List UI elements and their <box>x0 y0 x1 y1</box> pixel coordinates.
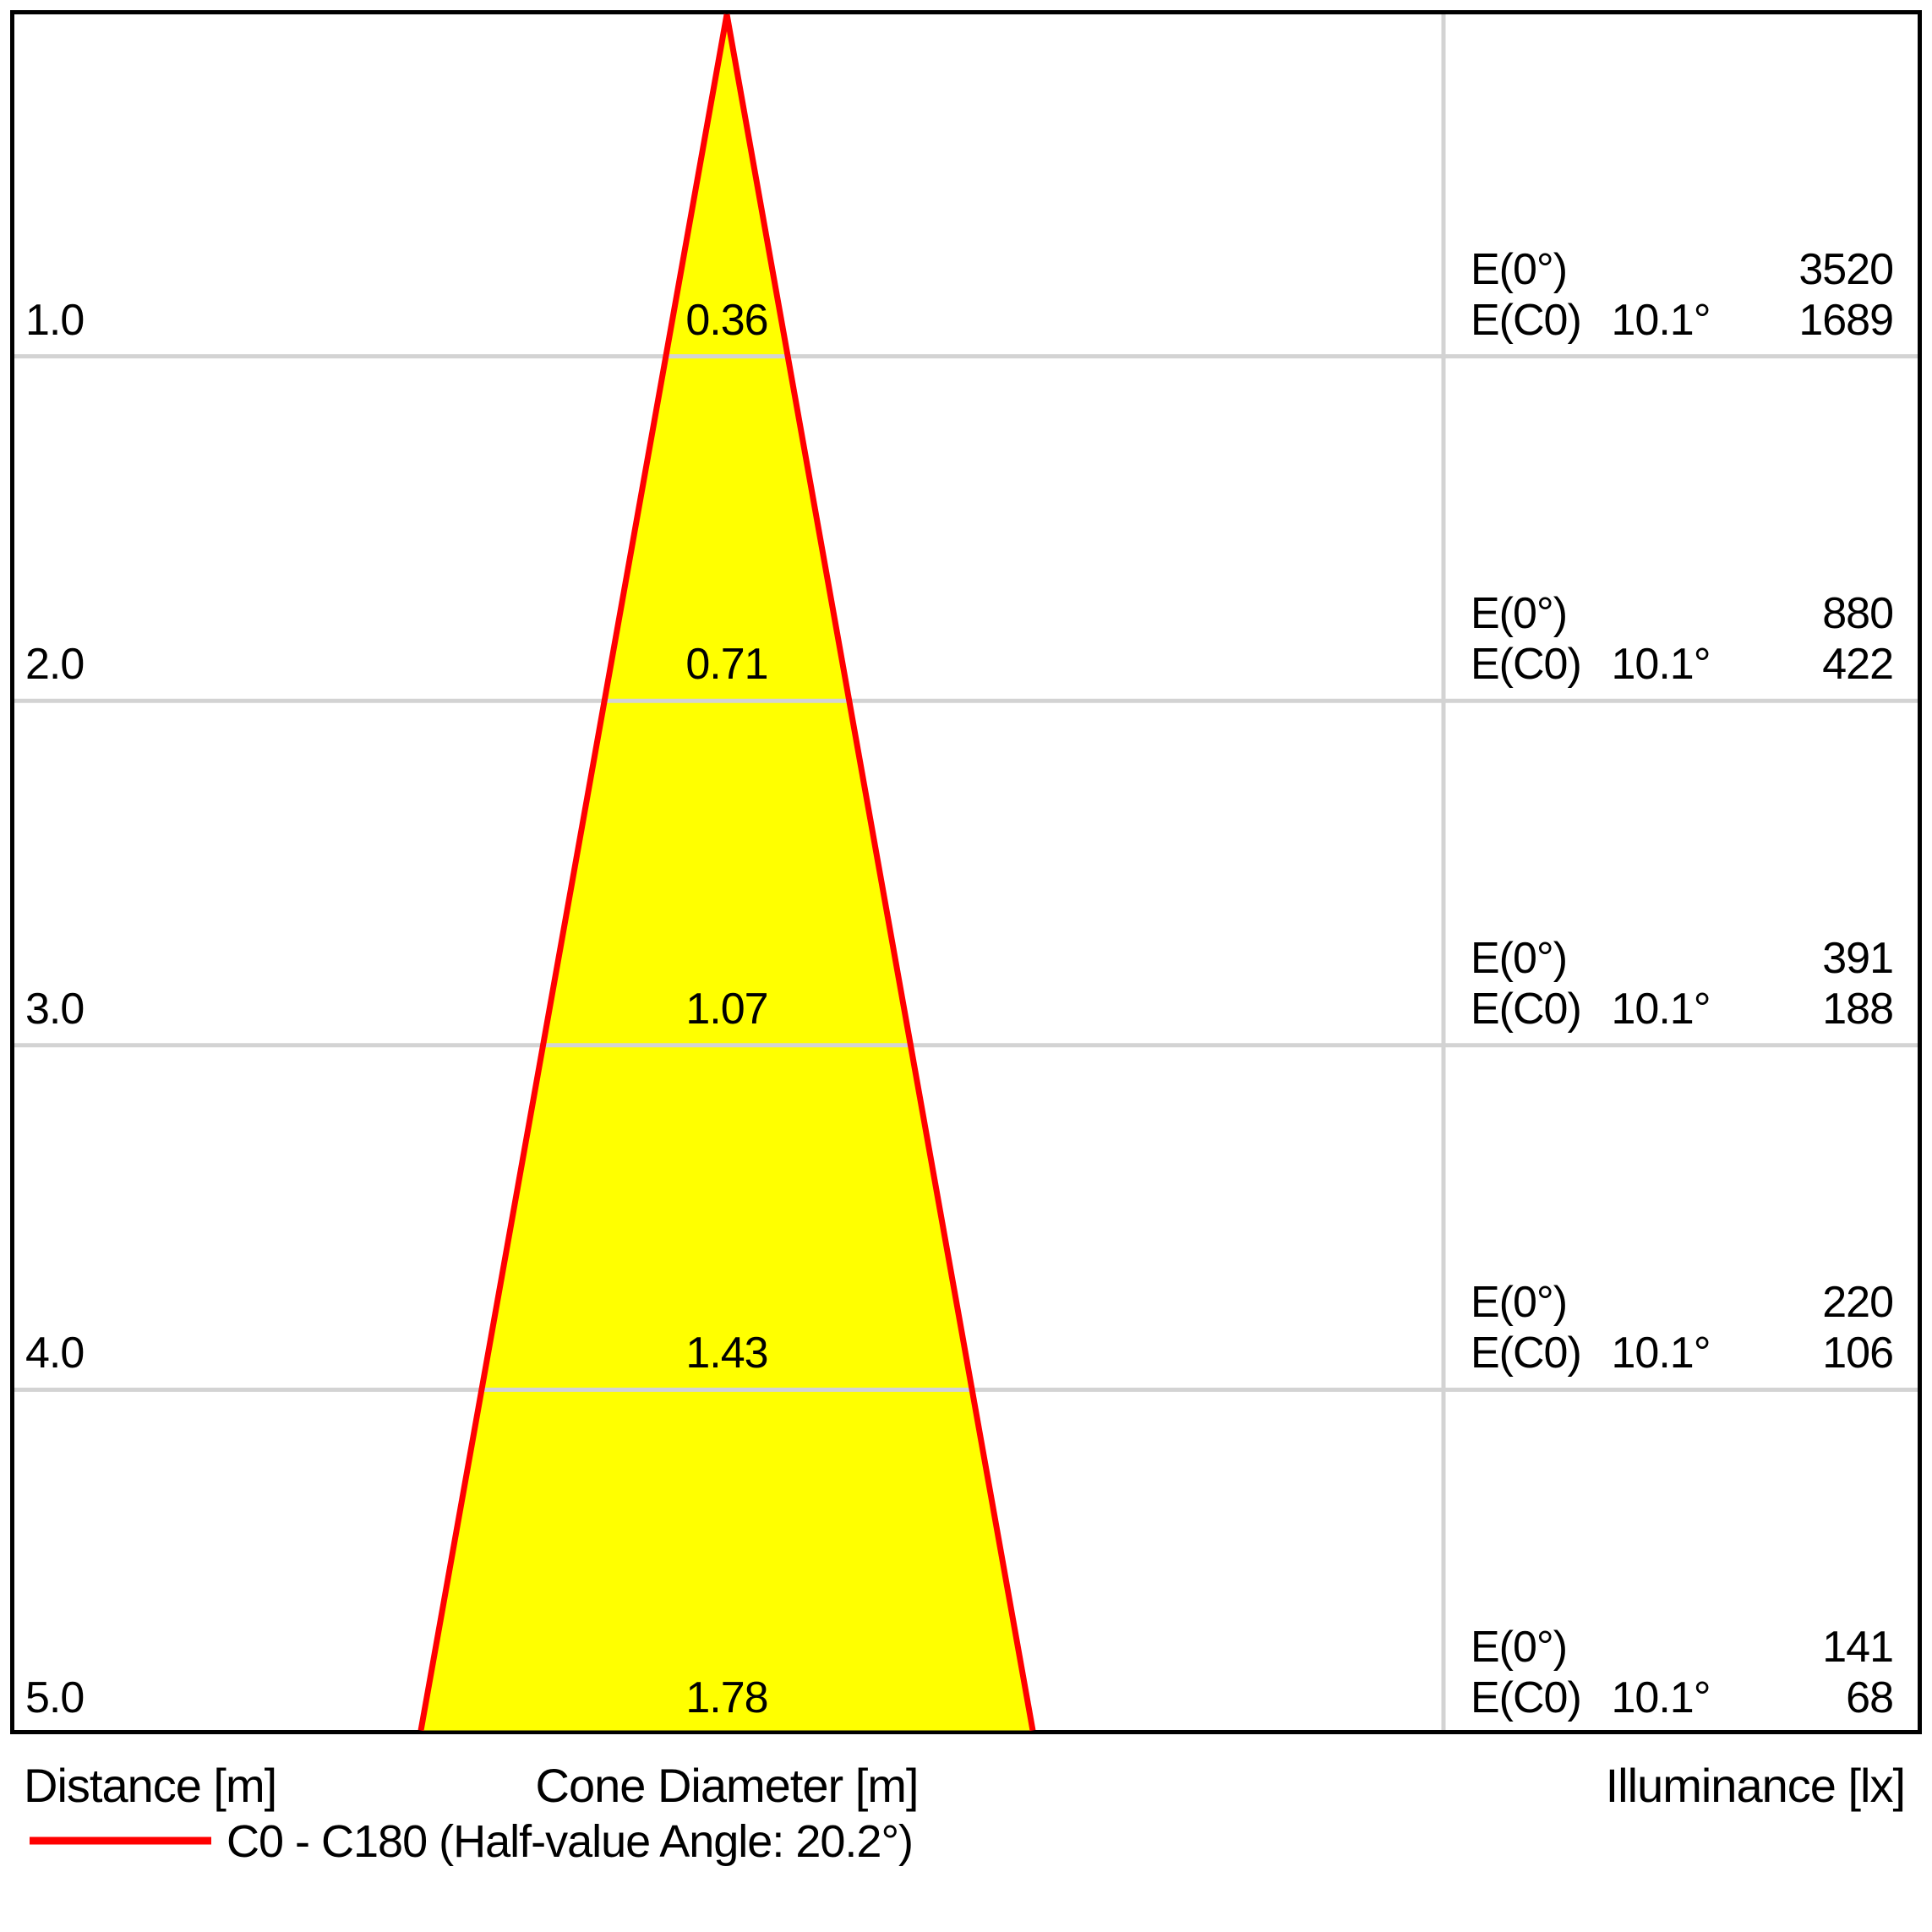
distance-value: 1.0 <box>25 296 84 345</box>
illuminance-axis-label: Illuminance [lx] <box>1606 1759 1905 1812</box>
distance-value: 2.0 <box>25 640 84 689</box>
ec0-label: E(C0) <box>1471 1673 1581 1722</box>
beam-angle-value: 10.1° <box>1611 985 1710 1034</box>
ec0-label: E(C0) <box>1471 1329 1581 1378</box>
e0-label: E(0°) <box>1471 934 1567 983</box>
cone-diameter-value: 1.07 <box>685 985 767 1034</box>
cone-diameter-value: 0.71 <box>685 640 767 689</box>
cone-diameter-value: 0.36 <box>685 296 767 345</box>
e0-label: E(0°) <box>1471 589 1567 638</box>
distance-axis-label: Distance [m] <box>24 1759 276 1812</box>
ec0-label: E(C0) <box>1471 985 1581 1034</box>
gridlines <box>14 354 1918 1392</box>
ec0-value: 106 <box>1822 1329 1893 1378</box>
beam-angle-value: 10.1° <box>1611 296 1710 345</box>
beam-angle-value: 10.1° <box>1611 1329 1710 1378</box>
distance-value: 5.0 <box>25 1673 84 1722</box>
e0-label: E(0°) <box>1471 245 1567 294</box>
e0-value: 391 <box>1822 934 1893 983</box>
cone-diameter-axis-label: Cone Diameter [m] <box>536 1759 919 1812</box>
cone-edge-right <box>723 14 1036 1732</box>
distance-value: 4.0 <box>25 1329 84 1378</box>
beam-angle-value: 10.1° <box>1611 640 1710 689</box>
distance-value: 3.0 <box>25 985 84 1034</box>
table-row: 3.0 1.07 E(0°) 391 E(C0) 10.1° 188 <box>25 934 1894 1034</box>
e0-value: 220 <box>1822 1278 1893 1327</box>
ec0-value: 1689 <box>1798 296 1893 345</box>
table-row: 4.0 1.43 E(0°) 220 E(C0) 10.1° 106 <box>25 1278 1894 1378</box>
cone-diameter-value: 1.78 <box>685 1673 767 1722</box>
legend: C0 - C180 (Half-value Angle: 20.2°) <box>30 1816 914 1867</box>
e0-value: 880 <box>1822 589 1893 638</box>
ec0-value: 68 <box>1846 1673 1893 1722</box>
beam-angle-value: 10.1° <box>1611 1673 1710 1722</box>
ec0-value: 422 <box>1822 640 1893 689</box>
table-row: 2.0 0.71 E(0°) 880 E(C0) 10.1° 422 <box>25 589 1894 689</box>
e0-label: E(0°) <box>1471 1623 1567 1672</box>
e0-value: 3520 <box>1798 245 1893 294</box>
legend-label: C0 - C180 (Half-value Angle: 20.2°) <box>226 1816 913 1867</box>
table-row: 1.0 0.36 E(0°) 3520 E(C0) 10.1° 1689 <box>25 245 1894 345</box>
cone-diameter-value: 1.43 <box>685 1329 767 1378</box>
cone-edge-left <box>418 14 730 1732</box>
e0-label: E(0°) <box>1471 1278 1567 1327</box>
e0-value: 141 <box>1822 1623 1893 1672</box>
ec0-label: E(C0) <box>1471 640 1581 689</box>
ec0-value: 188 <box>1822 985 1893 1034</box>
ec0-label: E(C0) <box>1471 296 1581 345</box>
table-row: 5.0 1.78 E(0°) 141 E(C0) 10.1° 68 <box>25 1623 1894 1722</box>
cone-edges <box>418 14 1036 1732</box>
light-cone-fill <box>421 14 1033 1731</box>
footer-labels: Distance [m] Cone Diameter [m] Illuminan… <box>24 1759 1906 1812</box>
